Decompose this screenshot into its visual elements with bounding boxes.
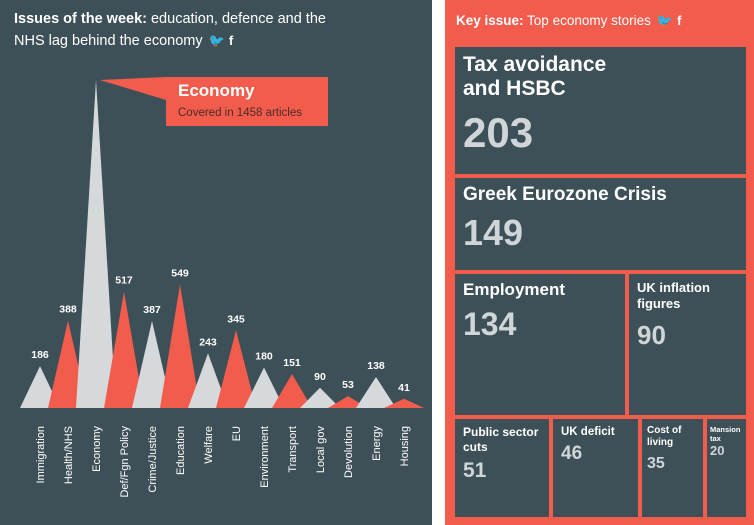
category-label-transport: Transport	[287, 426, 299, 473]
value-label-welfare: 243	[199, 336, 217, 348]
value-label-immigration: 186	[31, 349, 49, 361]
peak-housing	[384, 398, 424, 408]
left-header-bold: Issues of the week:	[14, 11, 147, 27]
category-label-crime-justice: Crime/Justice	[147, 426, 159, 493]
value-label-education: 549	[171, 267, 189, 279]
category-label-energy: Energy	[371, 426, 383, 461]
peak-environment	[244, 367, 284, 408]
tile-value: 35	[647, 455, 665, 472]
peak-local-gov	[300, 387, 340, 408]
callout-subtitle: Covered in 1458 articles	[178, 107, 303, 119]
right-header-bold: Key issue:	[456, 13, 524, 28]
tile-name: Greek Eurozone Crisis	[463, 184, 667, 205]
economy-callout: Economy Covered in 1458 articles	[166, 77, 328, 126]
tile-name: Employment	[463, 280, 566, 299]
peak-def-fgn-policy	[104, 291, 144, 408]
category-label-local-gov: Local gov	[315, 426, 327, 474]
tile-name: UK inflation figures	[637, 280, 710, 311]
value-label-health-nhs: 388	[59, 304, 77, 316]
value-label-eu: 345	[227, 313, 245, 325]
panel-gap	[432, 0, 445, 525]
category-label-immigration: Immigration	[35, 426, 47, 483]
peak-education	[160, 284, 200, 408]
value-label-energy: 138	[367, 360, 385, 372]
category-label-eu: EU	[231, 426, 243, 441]
value-label-environment: 180	[255, 351, 273, 363]
peak-energy	[356, 376, 396, 408]
peak-crime-justice	[132, 320, 172, 408]
category-label-devolution: Devolution	[343, 426, 355, 478]
peak-transport	[272, 374, 312, 408]
tile-public-sector-cuts[interactable]: Public sector cuts 51	[455, 419, 549, 517]
callout-title: Economy	[178, 81, 255, 100]
tile-uk-inflation[interactable]: UK inflation figures 90	[629, 274, 746, 415]
tile-value: 149	[463, 212, 524, 253]
tile-value: 20	[710, 443, 725, 458]
peaks-chart: 186 Immigration 388 Health/NHS Economy 517 Def…	[20, 77, 424, 498]
value-label-def-fgn-policy: 517	[115, 275, 133, 287]
callout-pointer	[100, 77, 166, 100]
facebook-icon[interactable]: f	[228, 33, 234, 48]
tile-value: 51	[463, 459, 487, 482]
twitter-icon[interactable]: 🐦	[208, 33, 225, 48]
right-header: Key issue: Top economy stories 🐦 f	[456, 10, 746, 31]
peak-immigration	[20, 366, 60, 408]
tile-value: 134	[463, 306, 517, 342]
left-header-rest: education, defence and the	[146, 11, 326, 27]
facebook-icon[interactable]: f	[677, 13, 682, 28]
tile-name: UK deficit	[561, 426, 615, 438]
twitter-icon[interactable]: 🐦	[656, 13, 674, 28]
category-label-housing: Housing	[399, 426, 411, 466]
left-header: Issues of the week: education, defence a…	[14, 9, 424, 52]
tile-employment[interactable]: Employment 134	[455, 274, 625, 415]
category-label-environment: Environment	[259, 426, 271, 488]
tile-cost-of-living[interactable]: Cost of living 35	[642, 419, 703, 517]
tile-value: 90	[637, 320, 666, 350]
tile-tax-avoidance[interactable]: Tax avoidance and HSBC 203	[455, 47, 746, 174]
value-label-local-gov: 90	[314, 371, 326, 383]
value-label-transport: 151	[283, 357, 301, 369]
value-label-crime-justice: 387	[143, 304, 161, 316]
tile-name: Mansion tax	[710, 425, 741, 443]
value-label-housing: 41	[398, 382, 410, 394]
left-header-line2: NHS lag behind the economy 🐦 f	[14, 30, 424, 52]
tile-uk-deficit[interactable]: UK deficit 46	[553, 419, 638, 517]
tile-name: Tax avoidance and HSBC	[463, 53, 607, 100]
peak-welfare	[188, 353, 228, 408]
tile-greek-crisis[interactable]: Greek Eurozone Crisis 149	[455, 178, 746, 270]
tile-value: 46	[561, 443, 583, 464]
peaks-layer: 186 Immigration 388 Health/NHS Economy 517 Def…	[20, 80, 424, 498]
right-header-rest: Top economy stories	[523, 13, 651, 28]
category-label-education: Education	[175, 426, 187, 475]
category-label-health-nhs: Health/NHS	[63, 426, 75, 484]
category-label-economy: Economy	[91, 426, 103, 472]
tile-mansion-tax[interactable]: Mansion tax 20	[707, 419, 746, 517]
peak-economy	[76, 80, 116, 408]
tile-name: Cost of living	[647, 425, 682, 448]
peak-eu	[216, 330, 256, 408]
category-label-def-fgn-policy: Def/Fgn Policy	[119, 426, 131, 498]
tile-value: 203	[463, 109, 534, 156]
category-label-welfare: Welfare	[203, 426, 215, 464]
left-header-line1: Issues of the week: education, defence a…	[14, 9, 424, 30]
left-header-line2-text: NHS lag behind the economy	[14, 33, 203, 49]
tile-name: Public sector cuts	[463, 425, 539, 454]
value-label-devolution: 53	[342, 379, 354, 391]
